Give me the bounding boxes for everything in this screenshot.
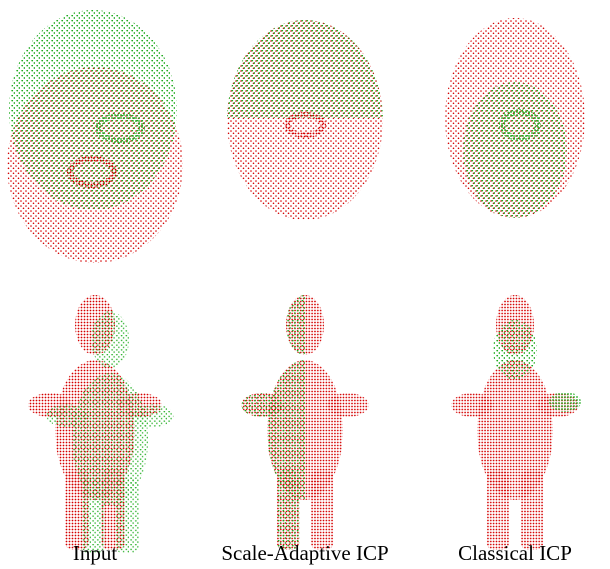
classical-face (445, 18, 585, 218)
classical-doll (451, 295, 581, 550)
caption: Classical ICP (458, 541, 572, 565)
caption: Scale-Adaptive ICP (221, 541, 388, 565)
scale-adaptive-doll (241, 295, 368, 550)
caption: Input (73, 541, 117, 565)
input-doll (28, 295, 174, 554)
scale-adaptive-face (227, 20, 383, 220)
input-face (7, 10, 183, 263)
figure: Input Scale-Adaptive ICP Classical ICP (0, 0, 610, 569)
